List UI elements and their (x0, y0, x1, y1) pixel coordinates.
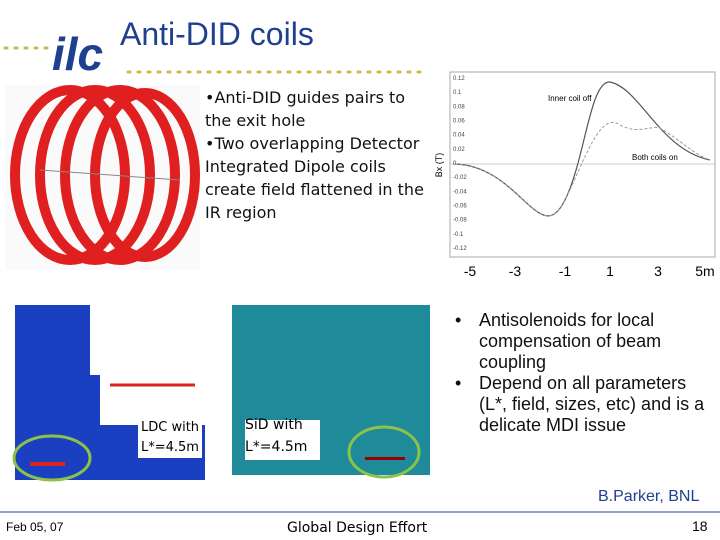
y-tick-label: -0.06 (453, 204, 467, 210)
x-tick-label: -3 (509, 263, 522, 279)
label-line: L*=4.5m (245, 439, 308, 455)
x-tick-label: 5m (695, 263, 714, 279)
y-tick-label: -0.12 (453, 246, 467, 252)
top-bullets: Anti-DID guides pairs to the exit hole T… (205, 86, 430, 224)
annotation: Inner coil off (548, 94, 592, 103)
logo: ilc (52, 28, 103, 80)
ldc-label: LDC with L*=4.5m (138, 418, 203, 458)
ldc-plot (12, 305, 205, 482)
y-tick-label: 0.12 (453, 76, 465, 82)
y-axis-label: Bx (T) (434, 153, 444, 178)
sid-plot (232, 305, 430, 479)
annotation: Both coils on (632, 153, 678, 162)
title: Anti-DID coils (120, 16, 314, 52)
credit: B.Parker, BNL (598, 488, 700, 505)
dotted-rules (3, 46, 422, 74)
y-tick-label: 0.1 (453, 90, 462, 96)
y-tick-label: 0.02 (453, 147, 465, 153)
bullet: Anti-DID guides pairs to the exit hole (205, 86, 430, 132)
label-line: SiD with (245, 417, 303, 433)
bullet: Two overlapping Detector Integrated Dipo… (205, 132, 430, 224)
label-line: L*=4.5m (141, 440, 199, 455)
y-tick-label: 0.06 (453, 119, 465, 125)
y-tick-label: 0 (453, 161, 457, 167)
right-bullets: Antisolenoids for local compensation of … (455, 310, 710, 436)
y-tick-label: 0.08 (453, 104, 465, 110)
label-line: LDC with (141, 420, 200, 435)
x-tick-label: 1 (606, 263, 614, 279)
bullet: Depend on all parameters (L*, field, siz… (455, 373, 710, 436)
x-tick-label: -1 (559, 263, 572, 279)
coil-image (5, 85, 200, 270)
footer-center: Global Design Effort (287, 520, 428, 536)
y-tick-label: -0.04 (453, 189, 467, 195)
field-graph: Bx (T) Inner coil off Both coils on 0.12… (434, 71, 716, 258)
bullet: Antisolenoids for local compensation of … (455, 310, 710, 373)
x-tick-label: -5 (464, 263, 477, 279)
y-tick-label: -0.1 (453, 232, 464, 238)
y-tick-label: -0.02 (453, 175, 467, 181)
footer-date: Feb 05, 07 (6, 520, 64, 534)
sid-label: SiD with L*=4.5m (245, 414, 307, 458)
y-tick-label: -0.08 (453, 218, 467, 224)
x-tick-label: 3 (654, 263, 662, 279)
y-tick-label: 0.04 (453, 133, 465, 139)
page-number: 18 (692, 518, 708, 534)
